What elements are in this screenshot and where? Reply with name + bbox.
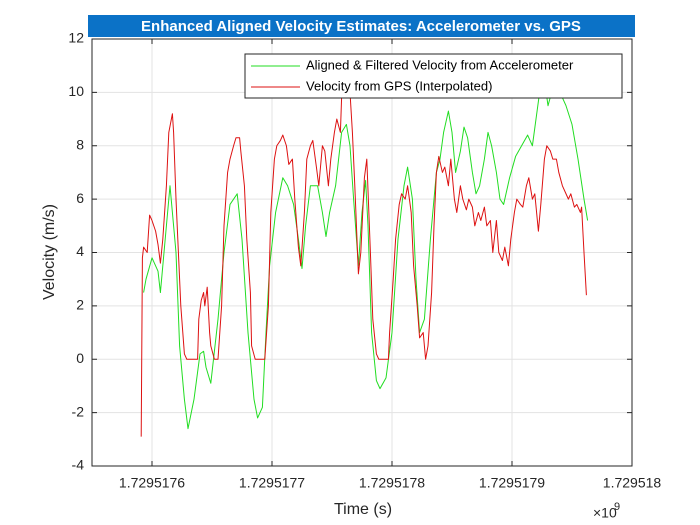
y-tick-label: 0 — [76, 350, 84, 366]
x-exponent-power: 9 — [614, 501, 620, 513]
y-tick-label: 2 — [76, 297, 84, 313]
x-tick-label: 1.7295177 — [239, 475, 305, 491]
x-axis-label: Time (s) — [334, 501, 392, 518]
legend-label: Velocity from GPS (Interpolated) — [306, 78, 492, 93]
series-line — [143, 78, 589, 430]
x-tick-label: 1.7295176 — [119, 475, 185, 491]
y-tick-label: 4 — [76, 243, 84, 259]
legend-label: Aligned & Filtered Velocity from Acceler… — [306, 57, 574, 72]
x-exponent-base: ×10 — [593, 505, 617, 521]
x-tick-label: 1.729518 — [603, 475, 662, 491]
y-tick-label: 6 — [76, 190, 84, 206]
chart-title: Enhanced Aligned Velocity Estimates: Acc… — [141, 18, 581, 35]
series-line — [140, 86, 587, 437]
axes-box — [91, 38, 633, 467]
x-tick-label: 1.7295179 — [479, 475, 545, 491]
y-tick-label: 12 — [68, 30, 84, 46]
legend: Aligned & Filtered Velocity from Acceler… — [244, 53, 623, 99]
y-tick-label: -4 — [72, 457, 85, 473]
plot-area — [140, 78, 589, 437]
y-axis-label: Velocity (m/s) — [41, 204, 58, 300]
y-tick-label: 8 — [76, 136, 84, 152]
y-tick-label: -2 — [72, 403, 85, 419]
x-tick-label: 1.7295178 — [359, 475, 425, 491]
legend-box — [244, 53, 623, 99]
title-background — [88, 15, 635, 37]
y-tick-label: 10 — [68, 83, 84, 99]
